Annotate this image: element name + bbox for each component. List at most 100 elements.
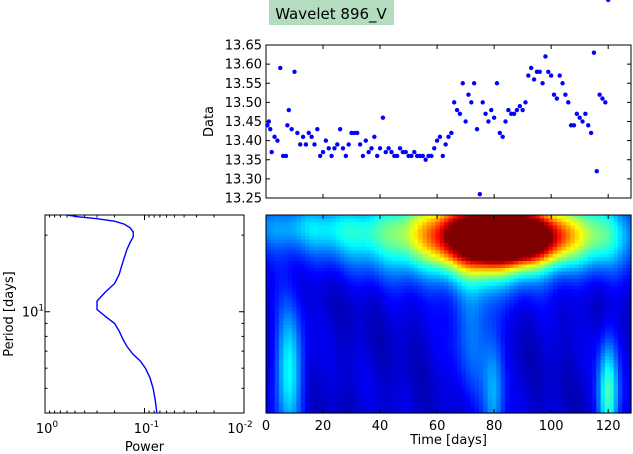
- heatmap-cell: [305, 264, 311, 269]
- heatmap-cell: [374, 296, 380, 301]
- heatmap-cell: [296, 275, 302, 280]
- heatmap-cell: [535, 314, 541, 319]
- heatmap-cell: [452, 409, 458, 414]
- heatmap-cell: [504, 292, 510, 297]
- heatmap-cell: [461, 260, 467, 266]
- heatmap-cell: [474, 292, 480, 297]
- heatmap-cell: [544, 338, 550, 343]
- heatmap-cell: [305, 296, 311, 301]
- heatmap-cell: [374, 310, 380, 315]
- heatmap-cell: [270, 328, 276, 333]
- heatmap-cell: [478, 215, 484, 220]
- heatmap-cell: [522, 250, 528, 255]
- heatmap-cell: [322, 321, 328, 326]
- heatmap-cell: [413, 232, 419, 237]
- heatmap-cell: [557, 264, 563, 269]
- heatmap-cell: [396, 306, 402, 312]
- heatmap-cell: [496, 317, 502, 322]
- heatmap-cell: [370, 331, 376, 336]
- heatmap-cell: [509, 222, 515, 227]
- heatmap-cell: [565, 299, 571, 304]
- heatmap-cell: [509, 218, 515, 223]
- heatmap-cell: [578, 345, 584, 350]
- heatmap-cell: [622, 239, 628, 244]
- heatmap-cell: [609, 388, 615, 393]
- heatmap-cell: [300, 250, 306, 255]
- heatmap-cell: [613, 352, 619, 358]
- heatmap-cell: [405, 359, 410, 365]
- heatmap-cell: [266, 409, 271, 414]
- heatmap-cell: [361, 324, 367, 329]
- heatmap-cell: [578, 239, 584, 244]
- heatmap-cell: [322, 250, 328, 255]
- heatmap-cell: [500, 398, 506, 403]
- heatmap-cell: [300, 310, 306, 315]
- heatmap-cell: [409, 391, 415, 396]
- heatmap-cell: [435, 296, 441, 301]
- heatmap-cell: [435, 222, 441, 227]
- heatmap-cell: [491, 229, 497, 234]
- heatmap-cell: [435, 359, 441, 365]
- heatmap-cell: [478, 388, 484, 393]
- heatmap-cell: [500, 250, 506, 255]
- heatmap-cell: [552, 349, 558, 354]
- heatmap-cell: [331, 338, 337, 343]
- heatmap-cell: [444, 239, 450, 244]
- heatmap-cell: [287, 292, 293, 297]
- heatmap-cell: [357, 232, 363, 237]
- heatmap-cell: [378, 317, 384, 322]
- heatmap-cell: [596, 264, 602, 269]
- heatmap-cell: [279, 243, 284, 248]
- heatmap-cell: [522, 398, 528, 403]
- data-point: [429, 153, 434, 159]
- heatmap-cell: [309, 370, 315, 375]
- heatmap-cell: [296, 271, 302, 276]
- heatmap-cell: [292, 275, 298, 280]
- heatmap-cell: [322, 349, 328, 354]
- heatmap-cell: [413, 278, 419, 283]
- heatmap-cell: [409, 253, 415, 259]
- heatmap-cell: [518, 306, 523, 312]
- heatmap-cell: [313, 250, 319, 255]
- heatmap-cell: [465, 239, 471, 244]
- heatmap-cell: [422, 409, 428, 414]
- heatmap-cell: [604, 409, 610, 414]
- heatmap-cell: [409, 285, 415, 290]
- heatmap-cell: [387, 388, 393, 393]
- heatmap-cell: [313, 367, 319, 372]
- heatmap-cell: [435, 317, 441, 322]
- heatmap-cell: [326, 352, 332, 358]
- heatmap-cell: [539, 225, 545, 230]
- heatmap-cell: [365, 215, 371, 220]
- heatmap-cell: [622, 331, 628, 336]
- heatmap-cell: [444, 268, 450, 273]
- heatmap-cell: [431, 310, 437, 315]
- heatmap-cell: [461, 321, 467, 326]
- heatmap-cell: [565, 398, 571, 403]
- heatmap-cell: [613, 363, 619, 368]
- heatmap-cell: [496, 215, 502, 220]
- heatmap-cell: [413, 377, 419, 382]
- heatmap-cell: [565, 310, 571, 315]
- heatmap-cell: [313, 359, 319, 365]
- heatmap-cell: [596, 232, 602, 237]
- heatmap-cell: [318, 388, 324, 393]
- heatmap-cell: [335, 395, 341, 400]
- heatmap-cell: [344, 299, 350, 304]
- heatmap-cell: [496, 285, 502, 290]
- heatmap-cell: [583, 391, 589, 396]
- heatmap-cell: [283, 229, 289, 234]
- heatmap-cell: [600, 260, 606, 266]
- heatmap-cell: [339, 363, 345, 368]
- heatmap-cell: [344, 285, 350, 290]
- data-point: [423, 157, 428, 162]
- heatmap-cell: [378, 398, 384, 403]
- heatmap-cell: [552, 363, 558, 368]
- heatmap-cell: [544, 402, 550, 407]
- heatmap-cell: [374, 268, 380, 273]
- heatmap-cell: [478, 370, 484, 375]
- heatmap-cell: [283, 257, 289, 262]
- heatmap-cell: [448, 218, 454, 223]
- heatmap-cell: [470, 324, 476, 329]
- heatmap-cell: [296, 292, 302, 297]
